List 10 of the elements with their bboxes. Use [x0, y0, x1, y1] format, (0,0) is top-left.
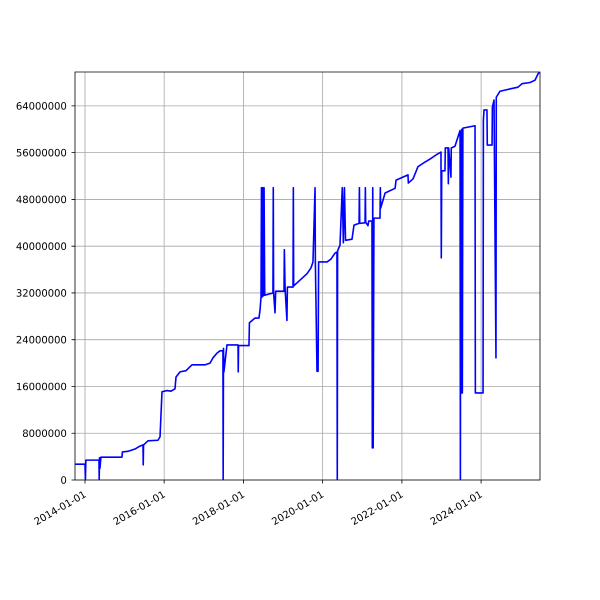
- y-tick-label: 16000000: [17, 382, 66, 390]
- y-tick-label: 64000000: [16, 102, 66, 110]
- y-tick-label: 40000000: [16, 242, 66, 250]
- y-tick-label: 48000000: [16, 196, 66, 204]
- y-tick-label: 0: [61, 476, 66, 484]
- y-tick-label: 56000000: [16, 148, 66, 156]
- y-tick-label: 32000000: [16, 289, 66, 297]
- line-series: [75, 72, 540, 480]
- y-tick-label: 24000000: [16, 336, 66, 344]
- y-tick-label: 8000000: [22, 429, 66, 438]
